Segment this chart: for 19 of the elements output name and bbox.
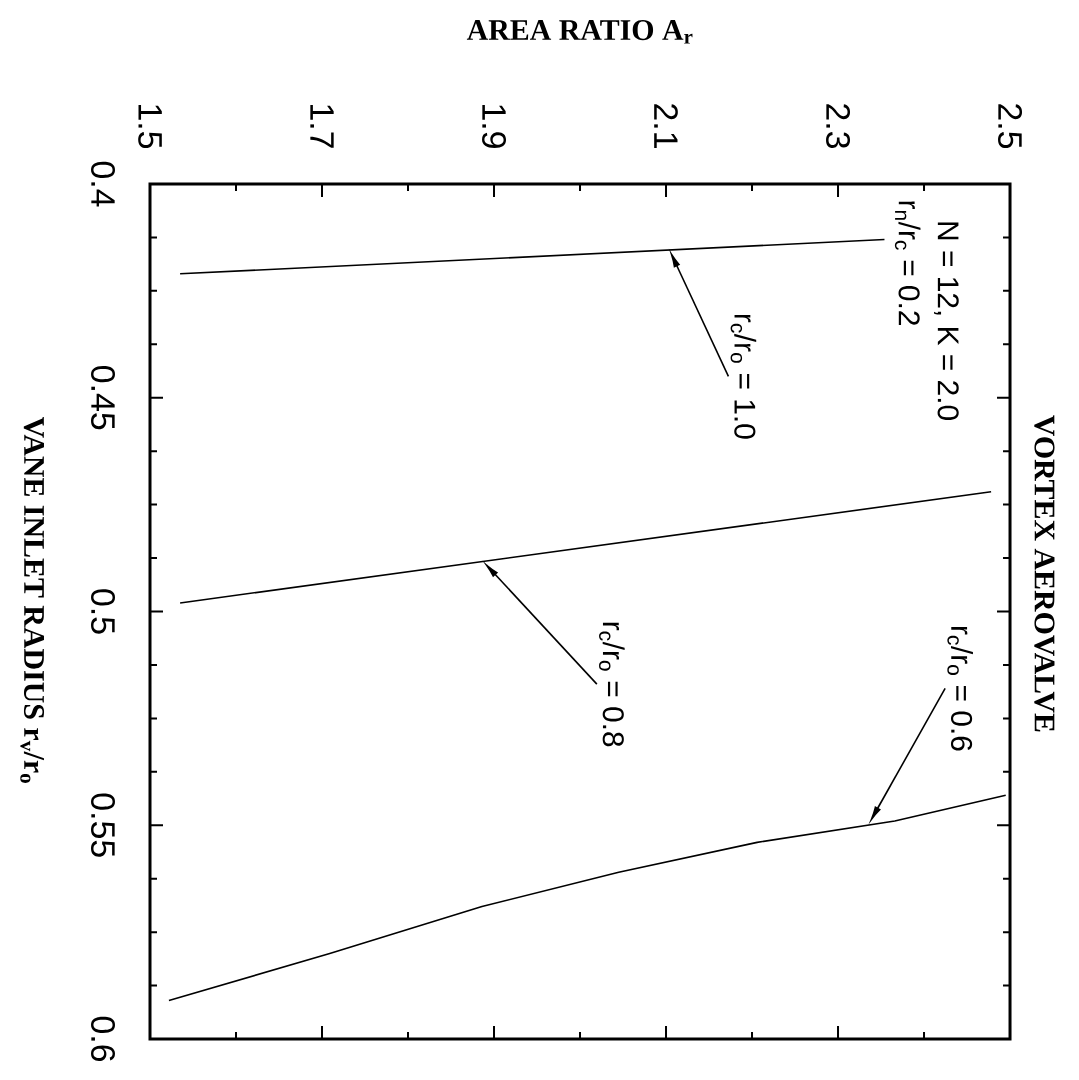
annotation: r$_{c}$/r$_{o}$ = 0.8 (599, 622, 625, 747)
y-tick-label: 0.45 (91, 366, 115, 430)
x-tick-label: 1.9 (482, 105, 506, 148)
y-tick-label: 0.4 (91, 161, 115, 207)
y-tick-label: 0.6 (91, 1016, 115, 1062)
x-tick-label: 2.3 (826, 104, 851, 149)
x-tick-label: 1.5 (138, 105, 162, 149)
x-tick-label: 1.7 (310, 105, 334, 148)
y-tick-label: 0.5 (91, 589, 115, 634)
x-tick-label: 2.5 (998, 104, 1023, 149)
annotation: r$_{n}$/r$_{c}$ = 0.2 (894, 201, 921, 325)
x-axis-title: AREA RATIO A$_{r}$ (466, 20, 693, 44)
text: VORTEX AEROVALVE (1034, 415, 1055, 732)
annotation: N = 12, K = 2.0 (934, 222, 959, 420)
y-axis-title: VANE INLET RADIUS r$_{v}$/r$_{o}$ (20, 416, 45, 783)
y-tick-label: 0.55 (91, 793, 115, 857)
annotation: r$_{c}$/r$_{o}$ = 0.6 (947, 626, 973, 751)
x-tick-label: 2.1 (654, 104, 678, 148)
annotation: r$_{c}$/r$_{o}$ = 1.0 (730, 314, 757, 439)
